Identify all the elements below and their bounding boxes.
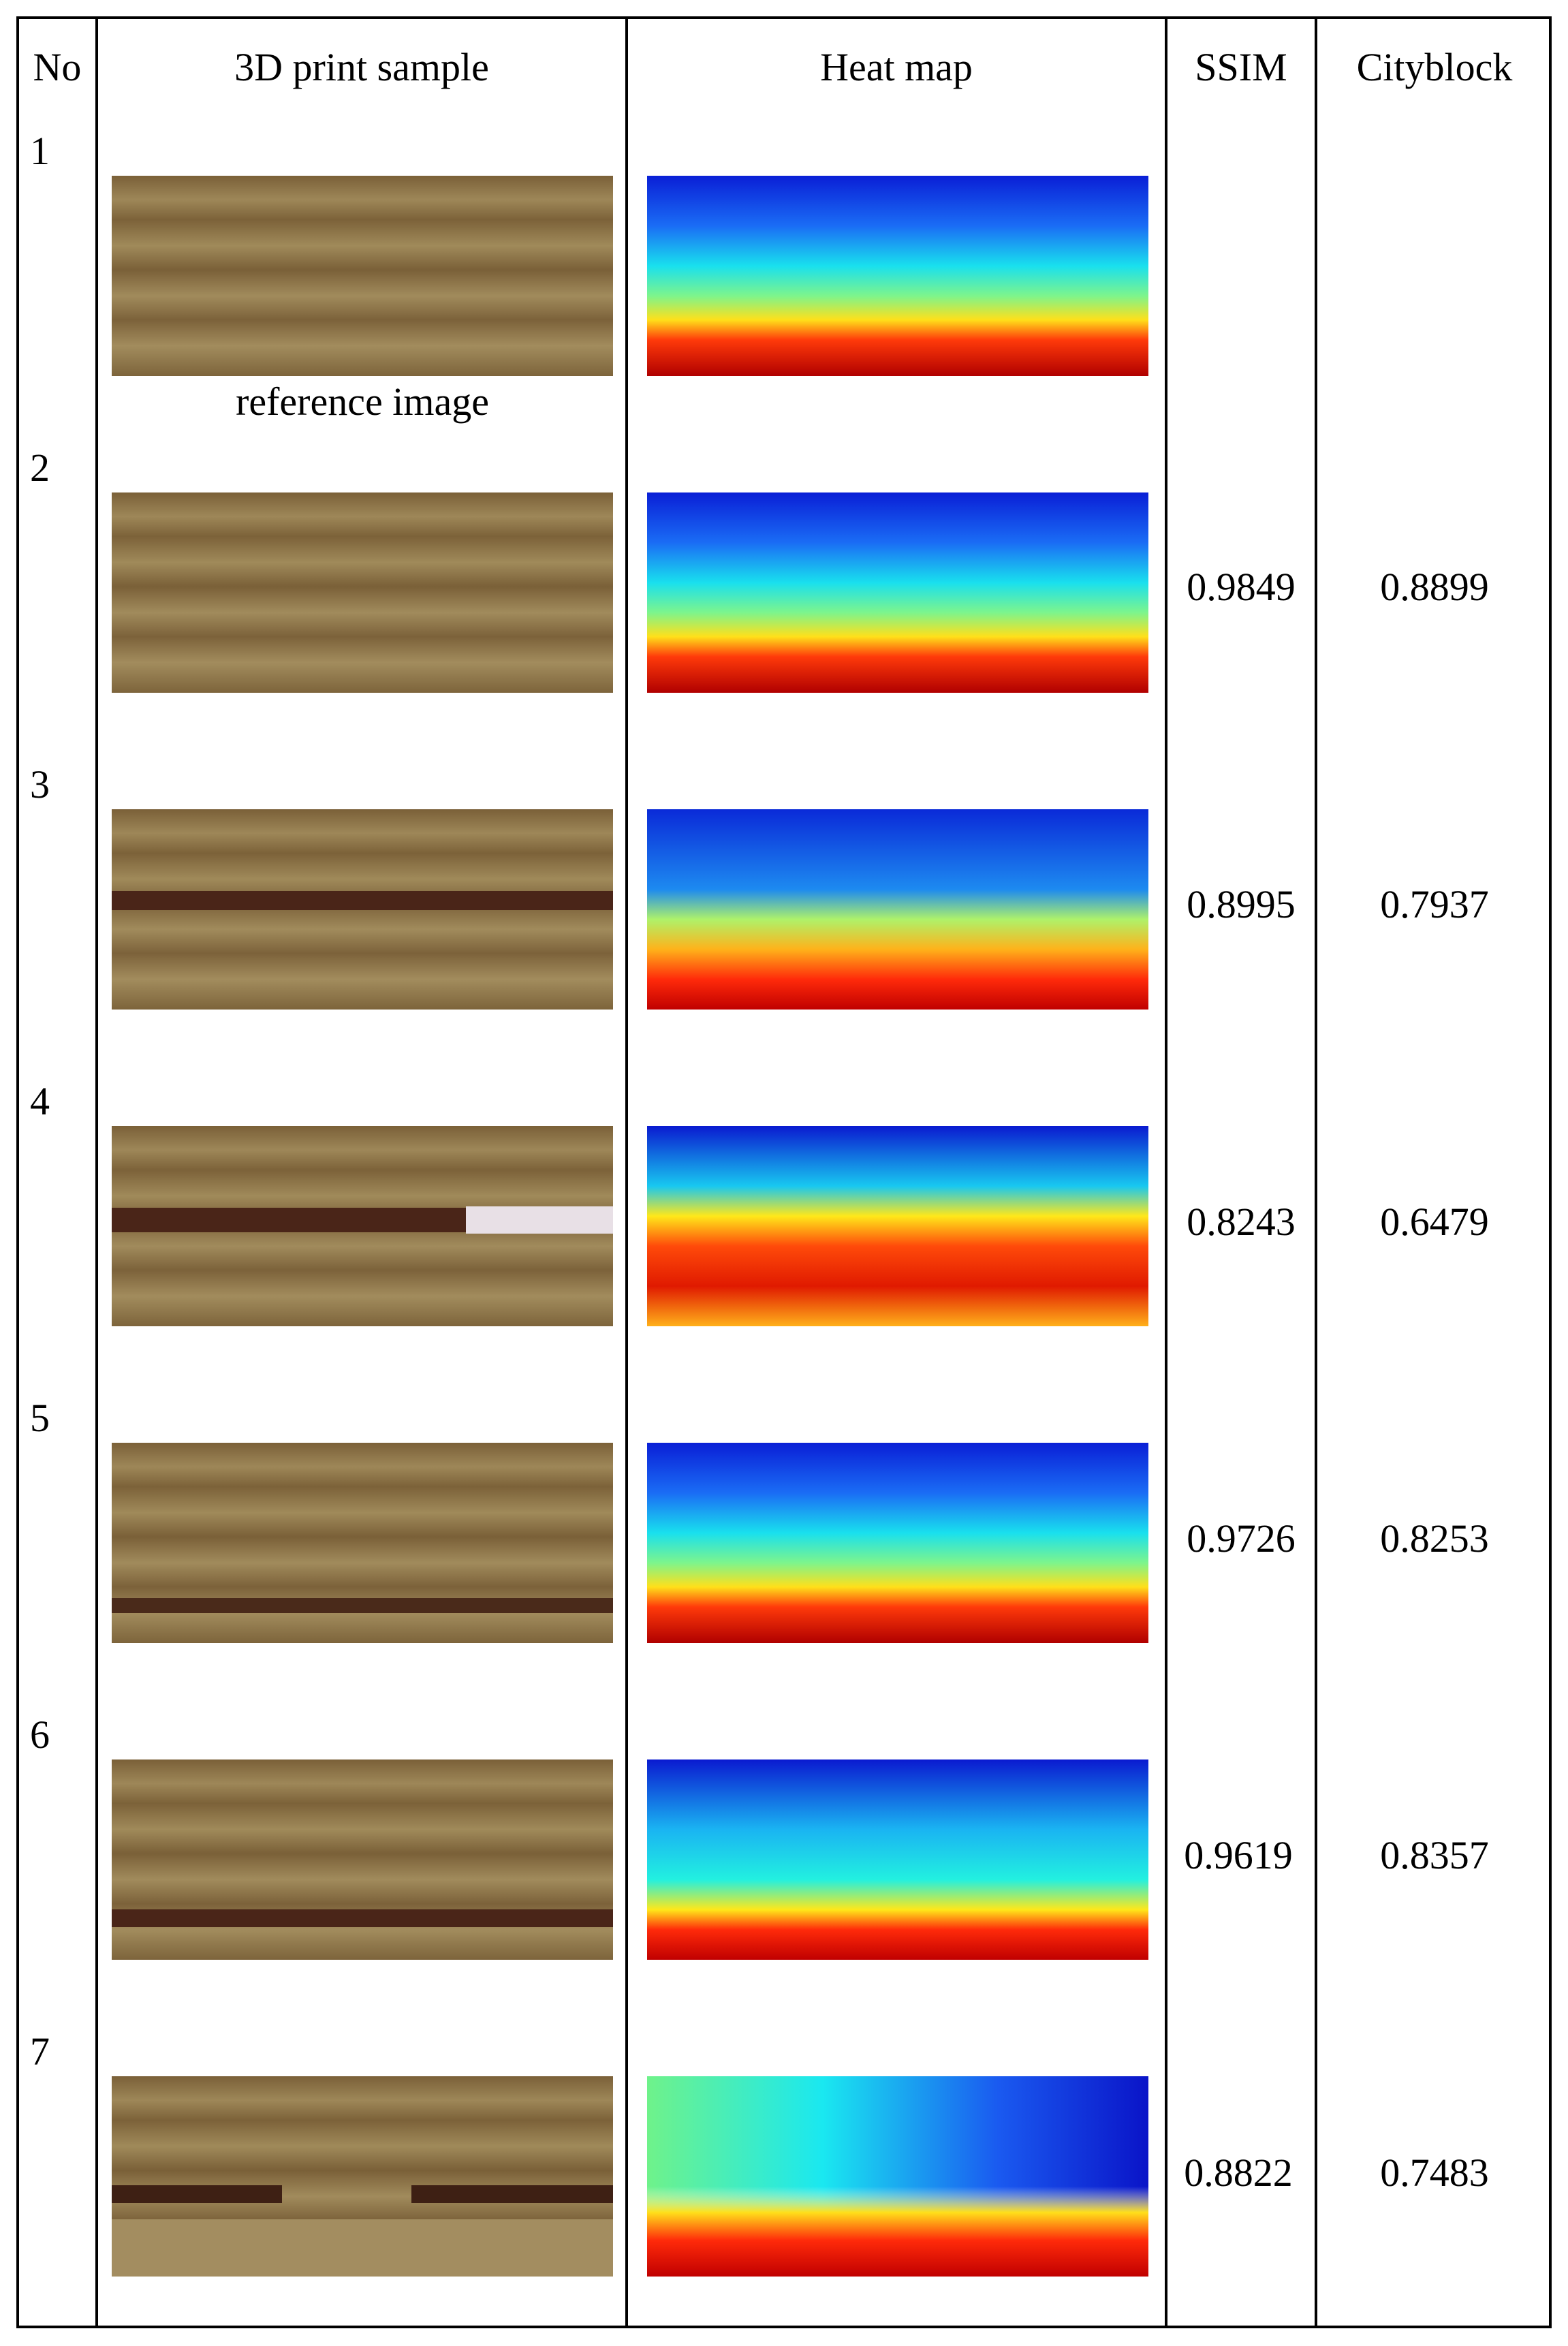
reference-image-caption: reference image — [236, 379, 489, 424]
cityblock-value: 0.8899 — [1380, 565, 1489, 609]
row-number: 6 — [30, 1712, 50, 1757]
print-sample-image — [112, 2076, 613, 2277]
heat-map-image — [647, 1759, 1148, 1960]
print-sample-image — [112, 492, 613, 693]
column-divider — [95, 19, 98, 2326]
cityblock-value: 0.6479 — [1380, 1200, 1489, 1244]
row-number: 1 — [30, 129, 50, 173]
ssim-value: 0.9619 — [1184, 1833, 1293, 1877]
print-sample-image — [112, 1759, 613, 1960]
heat-map-image — [647, 1443, 1148, 1643]
row-number: 5 — [30, 1396, 50, 1440]
print-sample-image — [112, 1443, 613, 1643]
row-number: 3 — [30, 762, 50, 807]
print-sample-image — [112, 176, 613, 376]
header-3d-print-sample: 3D print sample — [234, 44, 489, 89]
ssim-value: 0.8995 — [1187, 882, 1296, 926]
results-table: No 3D print sample Heat map SSIM Cityblo… — [16, 16, 1552, 2328]
heat-map-image — [647, 492, 1148, 693]
column-divider — [1315, 19, 1317, 2326]
header-cityblock: Cityblock — [1356, 44, 1513, 89]
column-divider — [1165, 19, 1167, 2326]
header-no: No — [33, 44, 82, 89]
print-sample-image — [112, 1126, 613, 1326]
column-divider — [625, 19, 628, 2326]
header-heat-map: Heat map — [820, 44, 973, 89]
row-number: 7 — [30, 2029, 50, 2074]
ssim-value: 0.9726 — [1187, 1516, 1296, 1561]
print-sample-image — [112, 809, 613, 1010]
heat-map-image — [647, 2076, 1148, 2277]
ssim-value: 0.8243 — [1187, 1200, 1296, 1244]
heat-map-image — [647, 809, 1148, 1010]
ssim-value: 0.9849 — [1187, 565, 1296, 609]
heat-map-image — [647, 1126, 1148, 1326]
row-number: 4 — [30, 1079, 50, 1123]
cityblock-value: 0.7937 — [1380, 882, 1489, 926]
header-ssim: SSIM — [1195, 44, 1287, 89]
cityblock-value: 0.8357 — [1380, 1833, 1489, 1877]
cityblock-value: 0.8253 — [1380, 1516, 1489, 1561]
cityblock-value: 0.7483 — [1380, 2150, 1489, 2195]
heat-map-image — [647, 176, 1148, 376]
row-number: 2 — [30, 445, 50, 490]
ssim-value: 0.8822 — [1184, 2150, 1293, 2195]
